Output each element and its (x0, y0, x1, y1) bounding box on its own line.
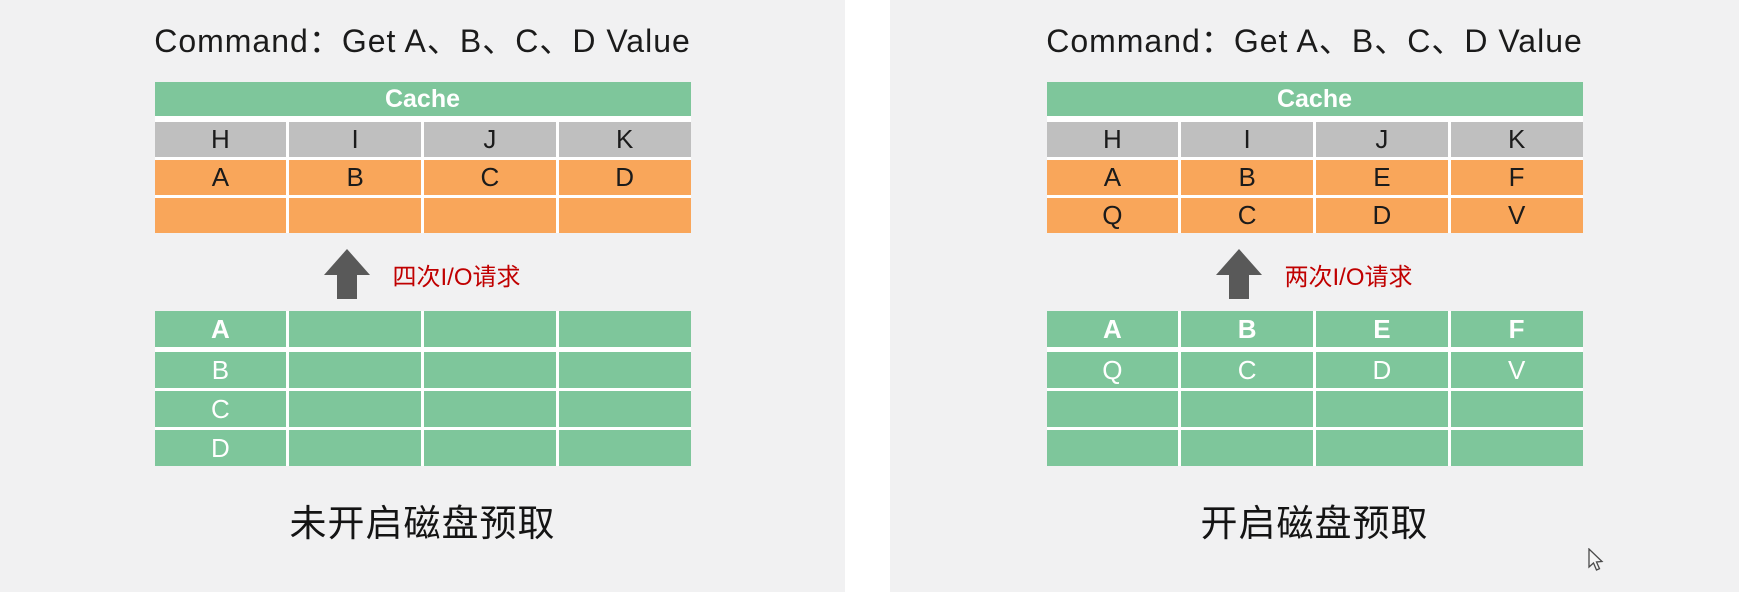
table-cell (154, 198, 287, 233)
table-cell: C (154, 391, 287, 427)
table-cell: A (1046, 160, 1179, 195)
table-cell: C (424, 160, 556, 195)
table-cell (558, 430, 691, 466)
table-cell: D (1316, 352, 1448, 388)
table-cell (424, 352, 556, 388)
table-cell: K (558, 122, 691, 157)
table-cell (424, 198, 556, 233)
table-cell (1181, 430, 1313, 466)
table-cell: F (1450, 160, 1583, 195)
table-cell (558, 311, 691, 347)
table-cell (1046, 430, 1179, 466)
table-cell: A (154, 160, 287, 195)
table-cell (1450, 391, 1583, 427)
table-cell: H (154, 122, 287, 157)
table-row (1046, 430, 1583, 466)
table-cell (424, 430, 556, 466)
table-cell (1046, 391, 1179, 427)
command-title: Command：Get A、B、C、D Value (1046, 23, 1583, 59)
table-cell (1450, 430, 1583, 466)
table-cell: J (424, 122, 556, 157)
table-cell (558, 352, 691, 388)
table-cell (558, 198, 691, 233)
up-arrow-icon (1216, 249, 1263, 299)
table-cell: F (1450, 311, 1583, 347)
table-cell: J (1316, 122, 1448, 157)
panel-caption: 未开启磁盘预取 (289, 503, 556, 544)
table-cell (289, 198, 421, 233)
table-cell (558, 391, 691, 427)
io-arrow-area: 四次I/O请求 (324, 248, 521, 300)
table-cell (424, 391, 556, 427)
bottom-strip (0, 592, 1739, 605)
table-cell: A (1046, 311, 1179, 347)
table-cell: D (1316, 198, 1448, 233)
table-cell (1181, 391, 1313, 427)
table-cell (1316, 391, 1448, 427)
table-cell: C (1181, 198, 1313, 233)
io-count-label: 两次I/O请求 (1284, 263, 1413, 291)
table-cell (289, 391, 421, 427)
table-cell: A (154, 311, 287, 347)
table-cell: B (154, 352, 287, 388)
table-cell: I (289, 122, 421, 157)
table-row: B (154, 352, 691, 388)
io-arrow-area: 两次I/O请求 (1216, 248, 1413, 300)
cache-table-header: Cache (1046, 82, 1583, 116)
up-arrow-icon (324, 249, 371, 299)
table-row (154, 198, 691, 233)
cache-table-header: Cache (154, 82, 691, 116)
table-cell (1316, 430, 1448, 466)
table-cell: C (1181, 352, 1313, 388)
table-cell: E (1316, 311, 1448, 347)
table-cell: V (1450, 198, 1583, 233)
panel-caption: 开启磁盘预取 (1200, 503, 1429, 544)
table-cell: B (289, 160, 421, 195)
table-cell: K (1450, 122, 1583, 157)
table-cell: E (1316, 160, 1448, 195)
table-cell: D (558, 160, 691, 195)
table-cell (289, 430, 421, 466)
table-cell (289, 352, 421, 388)
table-cell: B (1181, 311, 1313, 347)
table-cell: I (1181, 122, 1313, 157)
table-row (1046, 391, 1583, 427)
panel-divider (845, 0, 890, 592)
table-row: A (154, 311, 691, 347)
table-cell: B (1181, 160, 1313, 195)
table-cell: V (1450, 352, 1583, 388)
table-cell: Q (1046, 198, 1179, 233)
table-cell: Q (1046, 352, 1179, 388)
table-cell (424, 311, 556, 347)
table-cell (289, 311, 421, 347)
mouse-cursor-icon (1588, 548, 1604, 571)
table-row: D (154, 430, 691, 466)
table-cell: D (154, 430, 287, 466)
command-title: Command：Get A、B、C、D Value (154, 23, 691, 59)
table-row: C (154, 391, 691, 427)
table-cell: H (1046, 122, 1179, 157)
io-count-label: 四次I/O请求 (392, 263, 521, 291)
